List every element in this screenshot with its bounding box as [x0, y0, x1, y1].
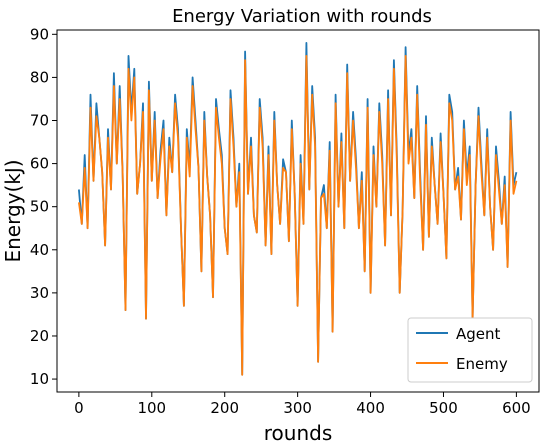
y-tick-label: 50	[30, 198, 49, 216]
series-line-enemy	[78, 55, 518, 376]
legend-label-enemy: Enemy	[456, 355, 508, 373]
x-tick-label: 200	[210, 399, 239, 417]
y-tick-label: 20	[30, 327, 49, 345]
y-tick-label: 60	[30, 155, 49, 173]
plot-area	[78, 42, 518, 376]
legend-label-agent: Agent	[456, 325, 501, 343]
x-tick-label: 0	[74, 399, 84, 417]
x-tick-label: 600	[502, 399, 531, 417]
y-tick-label: 40	[30, 241, 49, 259]
y-tick-label: 80	[30, 68, 49, 86]
y-tick-label: 10	[30, 370, 49, 388]
chart-title: Energy Variation with rounds	[172, 6, 432, 27]
x-tick-label: 100	[137, 399, 166, 417]
x-axis-label: rounds	[264, 421, 333, 445]
y-tick-label: 70	[30, 112, 49, 130]
legend: Agent Enemy	[407, 317, 533, 383]
x-tick-label: 400	[356, 399, 385, 417]
x-tick-label: 500	[429, 399, 458, 417]
y-tick-label: 90	[30, 25, 49, 43]
axes: 0 100 200 300 400 500 600 10 20 30 40 50 60 70 80 90	[30, 25, 531, 417]
y-axis-label: Energy(kJ)	[1, 159, 25, 262]
y-tick-label: 30	[30, 284, 49, 302]
x-tick-label: 300	[283, 399, 312, 417]
